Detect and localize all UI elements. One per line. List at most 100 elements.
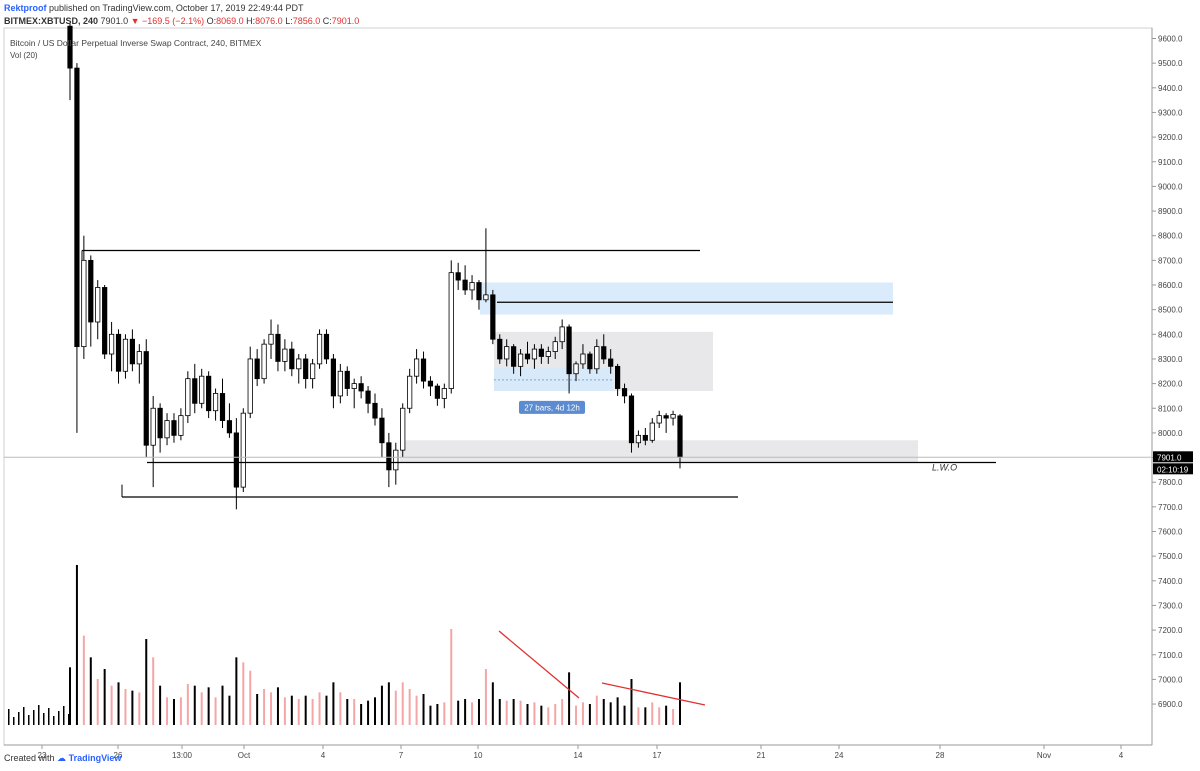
volume-bar xyxy=(276,687,279,725)
candle-body[interactable] xyxy=(580,353,586,365)
candle-body[interactable] xyxy=(434,385,440,399)
candle-body[interactable] xyxy=(122,338,129,372)
volume-trendline[interactable] xyxy=(601,682,706,706)
candle-body[interactable] xyxy=(511,346,517,367)
candle-body[interactable] xyxy=(282,348,288,362)
candle-body[interactable] xyxy=(171,420,177,436)
candle-body[interactable] xyxy=(358,383,364,392)
candle-body[interactable] xyxy=(601,346,607,360)
candle-body[interactable] xyxy=(677,415,683,458)
price-zone[interactable] xyxy=(480,282,893,315)
candle-body[interactable] xyxy=(365,390,371,404)
volume-trendline[interactable] xyxy=(498,630,580,699)
candle-body[interactable] xyxy=(649,422,655,441)
candle-body[interactable] xyxy=(566,326,572,375)
candle-body[interactable] xyxy=(663,415,669,419)
candle-body[interactable] xyxy=(407,375,413,409)
candle-body[interactable] xyxy=(108,333,115,355)
candle-body[interactable] xyxy=(621,388,628,397)
candle-body[interactable] xyxy=(81,259,87,348)
candle-body[interactable] xyxy=(289,348,295,370)
candle-body[interactable] xyxy=(420,358,427,382)
candle-body[interactable] xyxy=(185,378,191,417)
candle-body[interactable] xyxy=(393,449,399,471)
tradingview-brand[interactable]: TradingView xyxy=(68,753,122,763)
candle-body[interactable] xyxy=(524,353,531,360)
candle-body[interactable] xyxy=(628,395,635,444)
candle-body[interactable] xyxy=(268,333,274,345)
candle-body[interactable] xyxy=(642,434,648,441)
candle-body[interactable] xyxy=(143,351,149,446)
candle-body[interactable] xyxy=(330,358,337,397)
candle-body[interactable] xyxy=(608,358,614,367)
candle-body[interactable] xyxy=(517,353,524,367)
candle-body[interactable] xyxy=(115,333,122,372)
candle-body[interactable] xyxy=(261,343,267,380)
candle-body[interactable] xyxy=(476,282,482,301)
candle-body[interactable] xyxy=(219,393,226,421)
candle-body[interactable] xyxy=(490,294,496,340)
candle-body[interactable] xyxy=(192,378,198,404)
candle-body[interactable] xyxy=(247,358,253,414)
candle-body[interactable] xyxy=(372,402,378,419)
candle-body[interactable] xyxy=(199,375,205,404)
candle-body[interactable] xyxy=(427,380,434,387)
candle-body[interactable] xyxy=(587,353,593,370)
candle-body[interactable] xyxy=(559,326,565,343)
candle-body[interactable] xyxy=(136,351,142,365)
candle-body[interactable] xyxy=(178,415,184,436)
candle-body[interactable] xyxy=(448,272,454,389)
candle-body[interactable] xyxy=(303,358,309,380)
candle-body[interactable] xyxy=(240,412,246,488)
candle-body[interactable] xyxy=(316,333,323,365)
price-zone[interactable] xyxy=(400,440,918,463)
candle-body[interactable] xyxy=(379,417,385,444)
candle-body[interactable] xyxy=(212,393,219,412)
candle-body[interactable] xyxy=(615,365,621,389)
candle-body[interactable] xyxy=(504,346,510,360)
candle-body[interactable] xyxy=(344,370,350,389)
candle-body[interactable] xyxy=(386,442,392,471)
candle-body[interactable] xyxy=(206,375,212,412)
candle-body[interactable] xyxy=(88,259,94,323)
candle-body[interactable] xyxy=(129,338,135,365)
candle-body[interactable] xyxy=(400,407,406,451)
candle-body[interactable] xyxy=(573,363,579,375)
candle-body[interactable] xyxy=(95,287,101,323)
candle-body[interactable] xyxy=(275,333,281,362)
candle-body[interactable] xyxy=(233,432,239,488)
candle-body[interactable] xyxy=(635,434,642,444)
candle-body[interactable] xyxy=(67,25,73,69)
candle-body[interactable] xyxy=(74,67,80,348)
candle-body[interactable] xyxy=(323,333,330,360)
candle-body[interactable] xyxy=(102,287,108,355)
candle-body[interactable] xyxy=(462,279,468,291)
candle-body[interactable] xyxy=(157,407,163,439)
candle-body[interactable] xyxy=(538,348,544,357)
candle-body[interactable] xyxy=(351,383,357,389)
price-zone[interactable] xyxy=(494,367,613,391)
y-tick-label: 8400.0 xyxy=(1158,330,1183,339)
candle-body[interactable] xyxy=(164,420,170,439)
candle-body[interactable] xyxy=(497,338,503,360)
candle-body[interactable] xyxy=(670,414,676,419)
candle-body[interactable] xyxy=(226,420,233,434)
candle-body[interactable] xyxy=(455,272,461,281)
candle-body[interactable] xyxy=(310,363,316,380)
volume-bar xyxy=(179,697,182,725)
candle-body[interactable] xyxy=(337,370,343,397)
candle-body[interactable] xyxy=(531,348,538,360)
candle-body[interactable] xyxy=(483,294,489,301)
candle-body[interactable] xyxy=(545,351,551,357)
candle-body[interactable] xyxy=(413,358,420,377)
candle-body[interactable] xyxy=(254,358,260,380)
candle-body[interactable] xyxy=(552,341,558,352)
candle-body[interactable] xyxy=(150,407,156,446)
candle-body[interactable] xyxy=(441,388,447,399)
author-link[interactable]: Rektproof xyxy=(4,3,47,13)
candle-body[interactable] xyxy=(296,358,302,370)
candle-body[interactable] xyxy=(469,282,475,291)
candle-body[interactable] xyxy=(594,346,600,370)
candle-body[interactable] xyxy=(656,415,662,424)
